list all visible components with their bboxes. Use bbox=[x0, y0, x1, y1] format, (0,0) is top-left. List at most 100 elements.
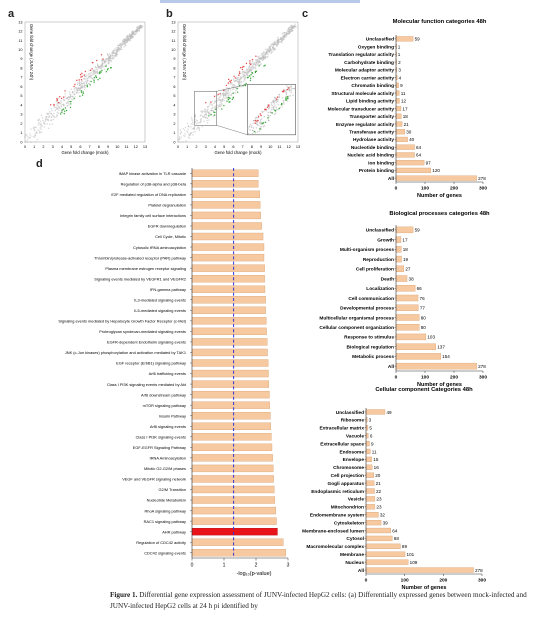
gene-point bbox=[120, 42, 122, 45]
category-label: Nucleic acid binding bbox=[347, 153, 394, 159]
gene-point bbox=[204, 116, 206, 119]
gene-point bbox=[217, 107, 219, 109]
inset-gene-point bbox=[262, 126, 265, 128]
gene-point bbox=[38, 118, 40, 121]
gene-point bbox=[121, 41, 124, 43]
downregulated-gene-point bbox=[107, 67, 109, 70]
downregulated-gene-point bbox=[64, 107, 67, 109]
value-label: 3 bbox=[398, 68, 401, 73]
x-tick-label: 10 bbox=[115, 145, 119, 149]
gene-point bbox=[213, 102, 215, 105]
inset-gene-point bbox=[255, 127, 258, 129]
downregulated-gene-point bbox=[236, 87, 238, 90]
category-label: Vesicle bbox=[348, 497, 365, 503]
point-cloud bbox=[24, 24, 144, 143]
gene-point bbox=[241, 77, 243, 79]
bar-cellular-component-organization bbox=[395, 324, 420, 331]
gene-point bbox=[273, 41, 276, 43]
gene-point bbox=[39, 131, 41, 133]
downregulated-gene-point bbox=[245, 82, 247, 85]
pathway-label: E2F mediated regulation of DNA replicati… bbox=[111, 192, 186, 197]
gene-point bbox=[271, 43, 273, 45]
gene-point bbox=[238, 78, 241, 80]
gene-point bbox=[107, 55, 110, 57]
gene-point bbox=[47, 119, 49, 121]
inset-upregulated-point bbox=[254, 120, 257, 122]
bar-cell-cycle-mitotic bbox=[191, 232, 264, 241]
gene-point bbox=[117, 44, 120, 47]
x-tick-label: 300 bbox=[479, 375, 487, 381]
value-label: 1 bbox=[398, 44, 401, 49]
gene-point bbox=[57, 97, 60, 99]
gene-point bbox=[114, 49, 116, 52]
bar-vegf-and-vegfr-signaling-network bbox=[191, 475, 274, 483]
inset-gene-point bbox=[275, 108, 278, 111]
bar-mitochondrion bbox=[365, 504, 376, 510]
downregulated-gene-point bbox=[101, 69, 103, 72]
gene-point bbox=[238, 83, 240, 86]
upregulated-gene-point bbox=[245, 62, 248, 65]
inset-gene-point bbox=[251, 133, 254, 135]
category-label: Endosome bbox=[339, 449, 364, 455]
gene-point bbox=[133, 31, 136, 33]
inset-upregulated-point bbox=[260, 114, 262, 117]
value-label: 97 bbox=[426, 160, 432, 165]
gene-point bbox=[190, 131, 193, 134]
gene-point bbox=[40, 128, 42, 130]
downregulated-gene-point bbox=[62, 108, 65, 110]
downregulated-gene-point bbox=[90, 80, 92, 83]
gene-point bbox=[280, 40, 282, 43]
bar-ifn-gamma-pathway bbox=[191, 285, 266, 293]
gene-point bbox=[29, 135, 32, 137]
gene-point bbox=[118, 48, 120, 50]
gene-point bbox=[199, 121, 201, 124]
inset-upregulated-point bbox=[257, 116, 260, 118]
upregulated-gene-point bbox=[233, 75, 235, 77]
inset-gene-point bbox=[277, 100, 279, 103]
gene-point bbox=[67, 100, 69, 103]
y-tick-label: 1 bbox=[173, 131, 175, 135]
category-label: Response to stimulus bbox=[344, 335, 394, 341]
category-label: Cellular component organization bbox=[319, 325, 394, 331]
gene-point bbox=[82, 82, 84, 85]
pathway-label: Nucleotide Metabolism bbox=[147, 498, 186, 503]
gene-point bbox=[123, 46, 125, 48]
gene-point bbox=[294, 23, 296, 25]
value-label: 21 bbox=[404, 122, 410, 127]
gene-point bbox=[45, 116, 48, 118]
pathway-label: Signaling events mediated by Hepatocyte … bbox=[58, 319, 186, 324]
gene-point bbox=[105, 64, 107, 66]
gene-point bbox=[76, 83, 79, 86]
gene-point bbox=[118, 47, 120, 49]
gene-point bbox=[282, 36, 285, 38]
gene-point bbox=[214, 105, 217, 107]
gene-point bbox=[52, 118, 55, 121]
gene-point bbox=[51, 113, 54, 116]
x-axis-title: Number of genes bbox=[417, 193, 462, 199]
gene-point bbox=[30, 128, 32, 130]
figure-caption: Figure 1. Differential gene expression a… bbox=[110, 590, 530, 611]
value-label: 19 bbox=[403, 257, 409, 262]
gene-point bbox=[108, 53, 111, 55]
inset-gene-point bbox=[269, 114, 272, 117]
gene-point bbox=[37, 129, 39, 131]
category-label: Localization bbox=[366, 286, 394, 292]
gene-point bbox=[228, 94, 230, 96]
gene-point bbox=[182, 141, 184, 143]
gene-point bbox=[180, 131, 182, 134]
upregulated-gene-point bbox=[80, 76, 82, 78]
category-label: Endomembrane system bbox=[310, 513, 364, 519]
gene-point bbox=[135, 32, 138, 34]
x-tick-label: 100 bbox=[421, 186, 429, 192]
gene-point bbox=[34, 134, 37, 137]
gene-point bbox=[198, 126, 200, 129]
bar-thrombin-protease-activated-receptor-par-pathway bbox=[191, 253, 265, 262]
gene-point bbox=[259, 60, 261, 63]
y-tick-label: 11 bbox=[19, 39, 23, 43]
bar-all bbox=[395, 362, 477, 370]
upregulated-gene-point bbox=[92, 61, 94, 64]
x-axis-title: Gene fold change (mock) bbox=[214, 150, 262, 155]
downregulated-gene-point bbox=[93, 81, 95, 83]
downregulated-gene-point bbox=[215, 108, 217, 110]
downregulated-gene-point bbox=[252, 75, 254, 78]
